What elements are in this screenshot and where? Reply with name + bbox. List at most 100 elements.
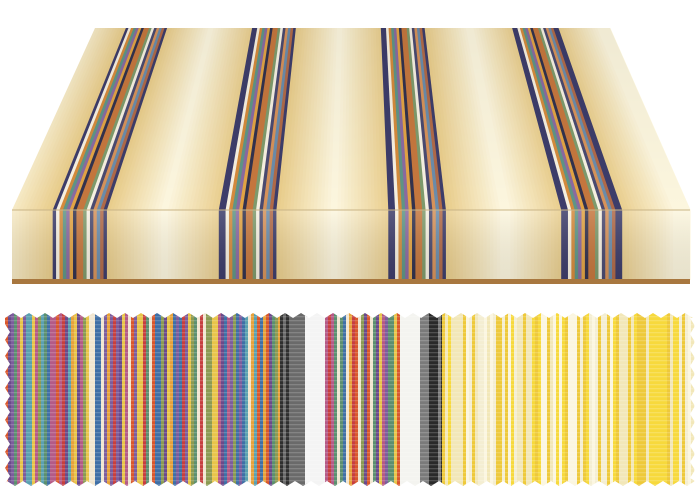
swatch-thread <box>676 313 680 486</box>
swatch-thread <box>343 313 347 486</box>
swatch-thread <box>182 313 186 486</box>
swatch-thread <box>212 313 216 486</box>
swatch-thread <box>358 313 362 486</box>
swatch-thread <box>457 313 461 486</box>
swatch-thread <box>131 313 135 486</box>
swatch-thread <box>571 313 575 486</box>
weave-line <box>5 313 695 314</box>
swatch-thread <box>71 313 75 486</box>
weave-line <box>5 336 695 338</box>
swatch-thread <box>595 313 599 486</box>
swatch-thread <box>499 313 503 486</box>
swatch-thread <box>206 313 210 486</box>
weave-line <box>5 372 695 374</box>
swatch-thread <box>382 313 386 486</box>
swatch-thread <box>188 313 192 486</box>
swatch-thread <box>152 313 156 486</box>
swatch-thread <box>26 313 30 486</box>
swatch-thread <box>370 313 374 486</box>
weave-line <box>5 400 695 402</box>
weave-line <box>5 448 695 450</box>
swatch-thread <box>538 313 542 486</box>
weave-line <box>5 444 695 446</box>
weave-line <box>5 396 695 398</box>
swatch-thread <box>352 313 356 486</box>
weave-line <box>5 436 695 438</box>
swatch-thread <box>628 313 632 486</box>
weave-line <box>5 404 695 406</box>
swatch-thread <box>179 313 183 486</box>
swatch-thread <box>269 313 273 486</box>
swatch-thread <box>137 313 141 486</box>
swatch-thread <box>278 313 282 486</box>
swatch-thread <box>56 313 60 486</box>
swatch-thread <box>286 313 290 486</box>
swatch-thread <box>11 313 15 486</box>
swatch-thread <box>86 313 90 486</box>
swatch-thread <box>47 313 51 486</box>
swatch-thread <box>429 313 433 486</box>
awning-top <box>12 28 691 210</box>
swatch-thread <box>532 313 536 486</box>
swatch-thread <box>475 313 479 486</box>
swatch-thread <box>320 313 324 486</box>
fabric-swatch <box>5 313 695 486</box>
swatch-thread <box>610 313 614 486</box>
swatch-thread <box>254 313 258 486</box>
swatch-thread <box>435 313 439 486</box>
swatch-thread <box>604 313 608 486</box>
swatch-thread <box>101 313 105 486</box>
swatch-thread <box>376 313 380 486</box>
swatch-thread <box>463 313 467 486</box>
swatch-thread <box>592 313 596 486</box>
swatch-thread <box>236 313 240 486</box>
swatch-thread <box>272 313 276 486</box>
swatch-thread <box>423 313 427 486</box>
swatch-thread <box>667 313 671 486</box>
swatch-thread <box>514 313 518 486</box>
swatch-thread <box>14 313 18 486</box>
weave-line <box>5 472 695 474</box>
swatch-thread <box>409 313 413 486</box>
swatch-thread <box>631 313 635 486</box>
swatch-thread <box>466 313 470 486</box>
swatch-thread <box>283 313 287 486</box>
swatch-thread <box>20 313 24 486</box>
swatch-thread <box>95 313 99 486</box>
swatch-thread <box>670 313 674 486</box>
swatch-thread <box>445 313 449 486</box>
swatch-thread <box>35 313 39 486</box>
swatch-thread <box>280 313 284 486</box>
swatch-thread <box>565 313 569 486</box>
swatch-thread <box>158 313 162 486</box>
swatch-thread <box>355 313 359 486</box>
weave-line <box>5 380 695 382</box>
weave-line <box>5 452 695 454</box>
swatch-thread <box>529 313 533 486</box>
weave-line <box>5 412 695 414</box>
weave-line <box>5 352 695 354</box>
swatch-thread <box>155 313 159 486</box>
swatch-thread <box>146 313 150 486</box>
swatch-thread <box>41 313 45 486</box>
swatch-thread <box>104 313 108 486</box>
weave-line <box>5 456 695 458</box>
swatch-thread <box>454 313 458 486</box>
swatch-thread <box>622 313 626 486</box>
swatch-thread <box>44 313 48 486</box>
swatch-thread <box>643 313 647 486</box>
swatch-thread <box>119 313 123 486</box>
swatch-thread <box>149 313 153 486</box>
swatch-thread <box>59 313 63 486</box>
swatch-thread <box>233 313 237 486</box>
swatch-thread <box>550 313 554 486</box>
swatch-thread <box>203 313 207 486</box>
swatch-thread <box>311 313 315 486</box>
swatch-thread <box>688 313 692 486</box>
swatch-thread <box>373 313 377 486</box>
weave-line <box>5 464 695 466</box>
swatch-thread <box>658 313 662 486</box>
swatch-thread <box>607 313 611 486</box>
top-shade <box>12 28 690 210</box>
